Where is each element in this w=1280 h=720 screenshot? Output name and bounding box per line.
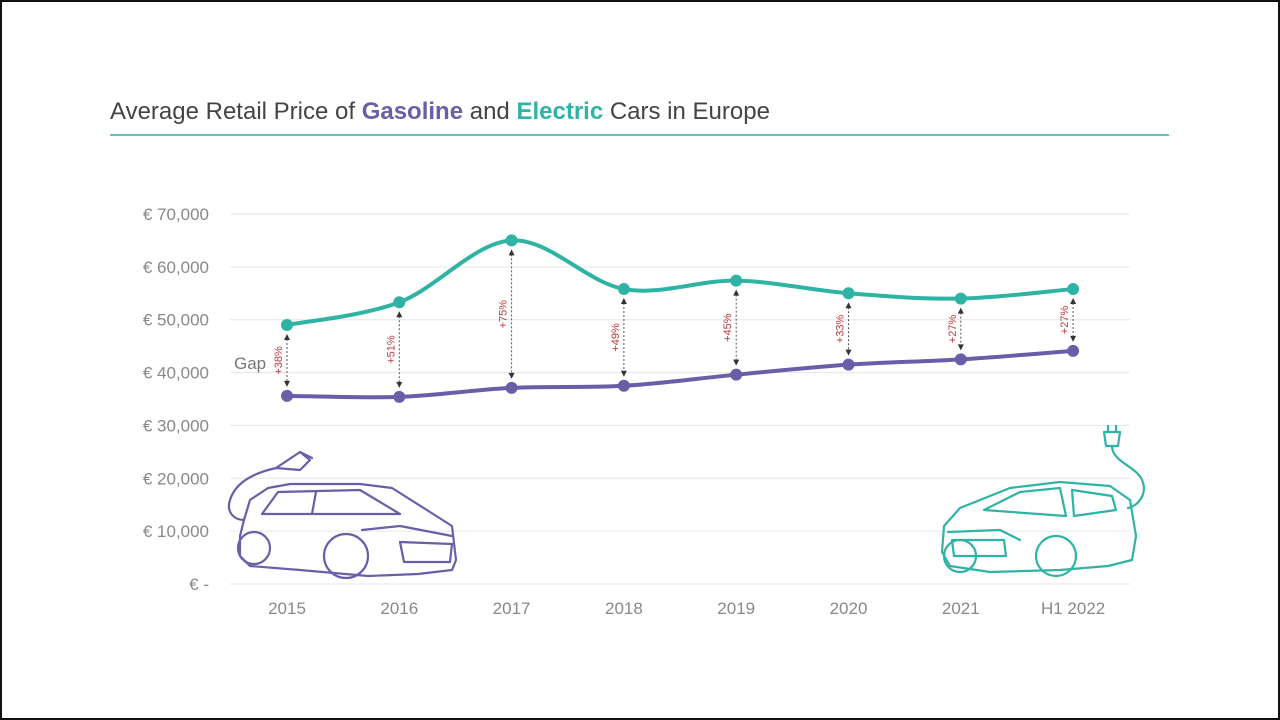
electric-data-point (954, 292, 967, 305)
title-divider (110, 134, 1169, 136)
y-tick-label: € 10,000 (143, 522, 209, 541)
x-tick-label: 2015 (268, 599, 306, 618)
gap-arrow-down (1070, 335, 1077, 342)
gap-arrow-up (957, 307, 964, 314)
gasoline-data-point (954, 353, 967, 366)
gap-arrow-up (620, 298, 627, 305)
gasoline-data-point (505, 381, 518, 394)
title-suffix: Cars in Europe (603, 98, 770, 125)
gap-arrow-down (396, 381, 403, 388)
x-axis-ticks: 2015 2016 2017 2018 2019 2020 2021 H1 2022 (268, 599, 1105, 618)
electric-car-icon (940, 424, 1145, 578)
x-tick-label: 2021 (942, 599, 980, 618)
title-gasoline: Gasoline (361, 98, 464, 125)
gap-label: Gap (234, 354, 266, 373)
gap-percent-label: +27% (947, 315, 959, 344)
x-tick-label: 2018 (605, 599, 643, 618)
gasoline-data-point (617, 379, 630, 392)
y-tick-label: € 70,000 (143, 205, 209, 224)
gap-percent-label: +51% (385, 335, 397, 364)
gap-annotations: +38% +51% +75% +49% +45% +33% +27% +27% (273, 249, 1077, 388)
gap-arrow-down (508, 372, 515, 379)
electric-series-line (285, 238, 1076, 327)
chart-title: Average Retail Price of Gasoline and Ele… (110, 98, 770, 126)
x-tick-label: H1 2022 (1041, 599, 1105, 618)
gap-arrow-down (845, 349, 852, 356)
title-electric: Electric (516, 98, 604, 125)
electric-data-point (730, 274, 743, 287)
gap-arrow-down (957, 344, 964, 351)
title-middle: and (463, 98, 517, 125)
y-tick-label: € 40,000 (143, 364, 209, 383)
gap-arrow-up (284, 334, 290, 340)
gap-arrow-down (733, 359, 740, 366)
gap-percent-label: +27% (1059, 306, 1071, 335)
y-tick-label: € 30,000 (143, 416, 209, 435)
gasoline-data-point (393, 390, 406, 403)
gap-arrow-up (508, 249, 515, 256)
gasoline-data-point (730, 368, 743, 381)
gap-arrow-down (620, 370, 627, 377)
electric-data-point (393, 296, 406, 309)
series-points (281, 234, 1080, 403)
gap-percent-label: +38% (273, 346, 285, 375)
electric-data-point (617, 283, 630, 296)
gasoline-car-icon (227, 450, 458, 580)
gap-percent-label: +33% (835, 315, 847, 344)
gap-arrow-up (845, 302, 852, 309)
gap-arrow-up (733, 289, 740, 296)
y-tick-label: € 50,000 (143, 311, 209, 330)
gasoline-data-point (281, 389, 293, 402)
y-tick-label: € 60,000 (143, 258, 209, 277)
electric-data-point (1067, 283, 1080, 296)
gasoline-series-line (285, 348, 1076, 400)
x-tick-label: 2020 (830, 599, 868, 618)
electric-data-point (505, 234, 518, 247)
y-axis-ticks: € - € 10,000 € 20,000 € 30,000 € 40,000 € 50,… (143, 205, 209, 594)
gap-arrow-up (396, 311, 403, 318)
title-prefix: Average Retail Price of (110, 98, 362, 125)
y-tick-label: € 20,000 (143, 469, 209, 488)
gap-arrow-up (1070, 298, 1077, 305)
gap-percent-label: +49% (610, 323, 622, 352)
gap-arrow-down (284, 380, 290, 387)
gap-percent-label: +45% (722, 313, 734, 342)
x-tick-label: 2017 (493, 599, 531, 618)
gap-percent-label: +75% (498, 300, 510, 329)
electric-data-point (842, 287, 855, 300)
x-tick-label: 2016 (380, 599, 418, 618)
series-lines (285, 238, 1076, 400)
electric-data-point (281, 319, 293, 331)
gasoline-data-point (842, 358, 855, 371)
x-tick-label: 2019 (717, 599, 755, 618)
gasoline-data-point (1067, 344, 1080, 357)
y-tick-label: € - (189, 575, 209, 594)
